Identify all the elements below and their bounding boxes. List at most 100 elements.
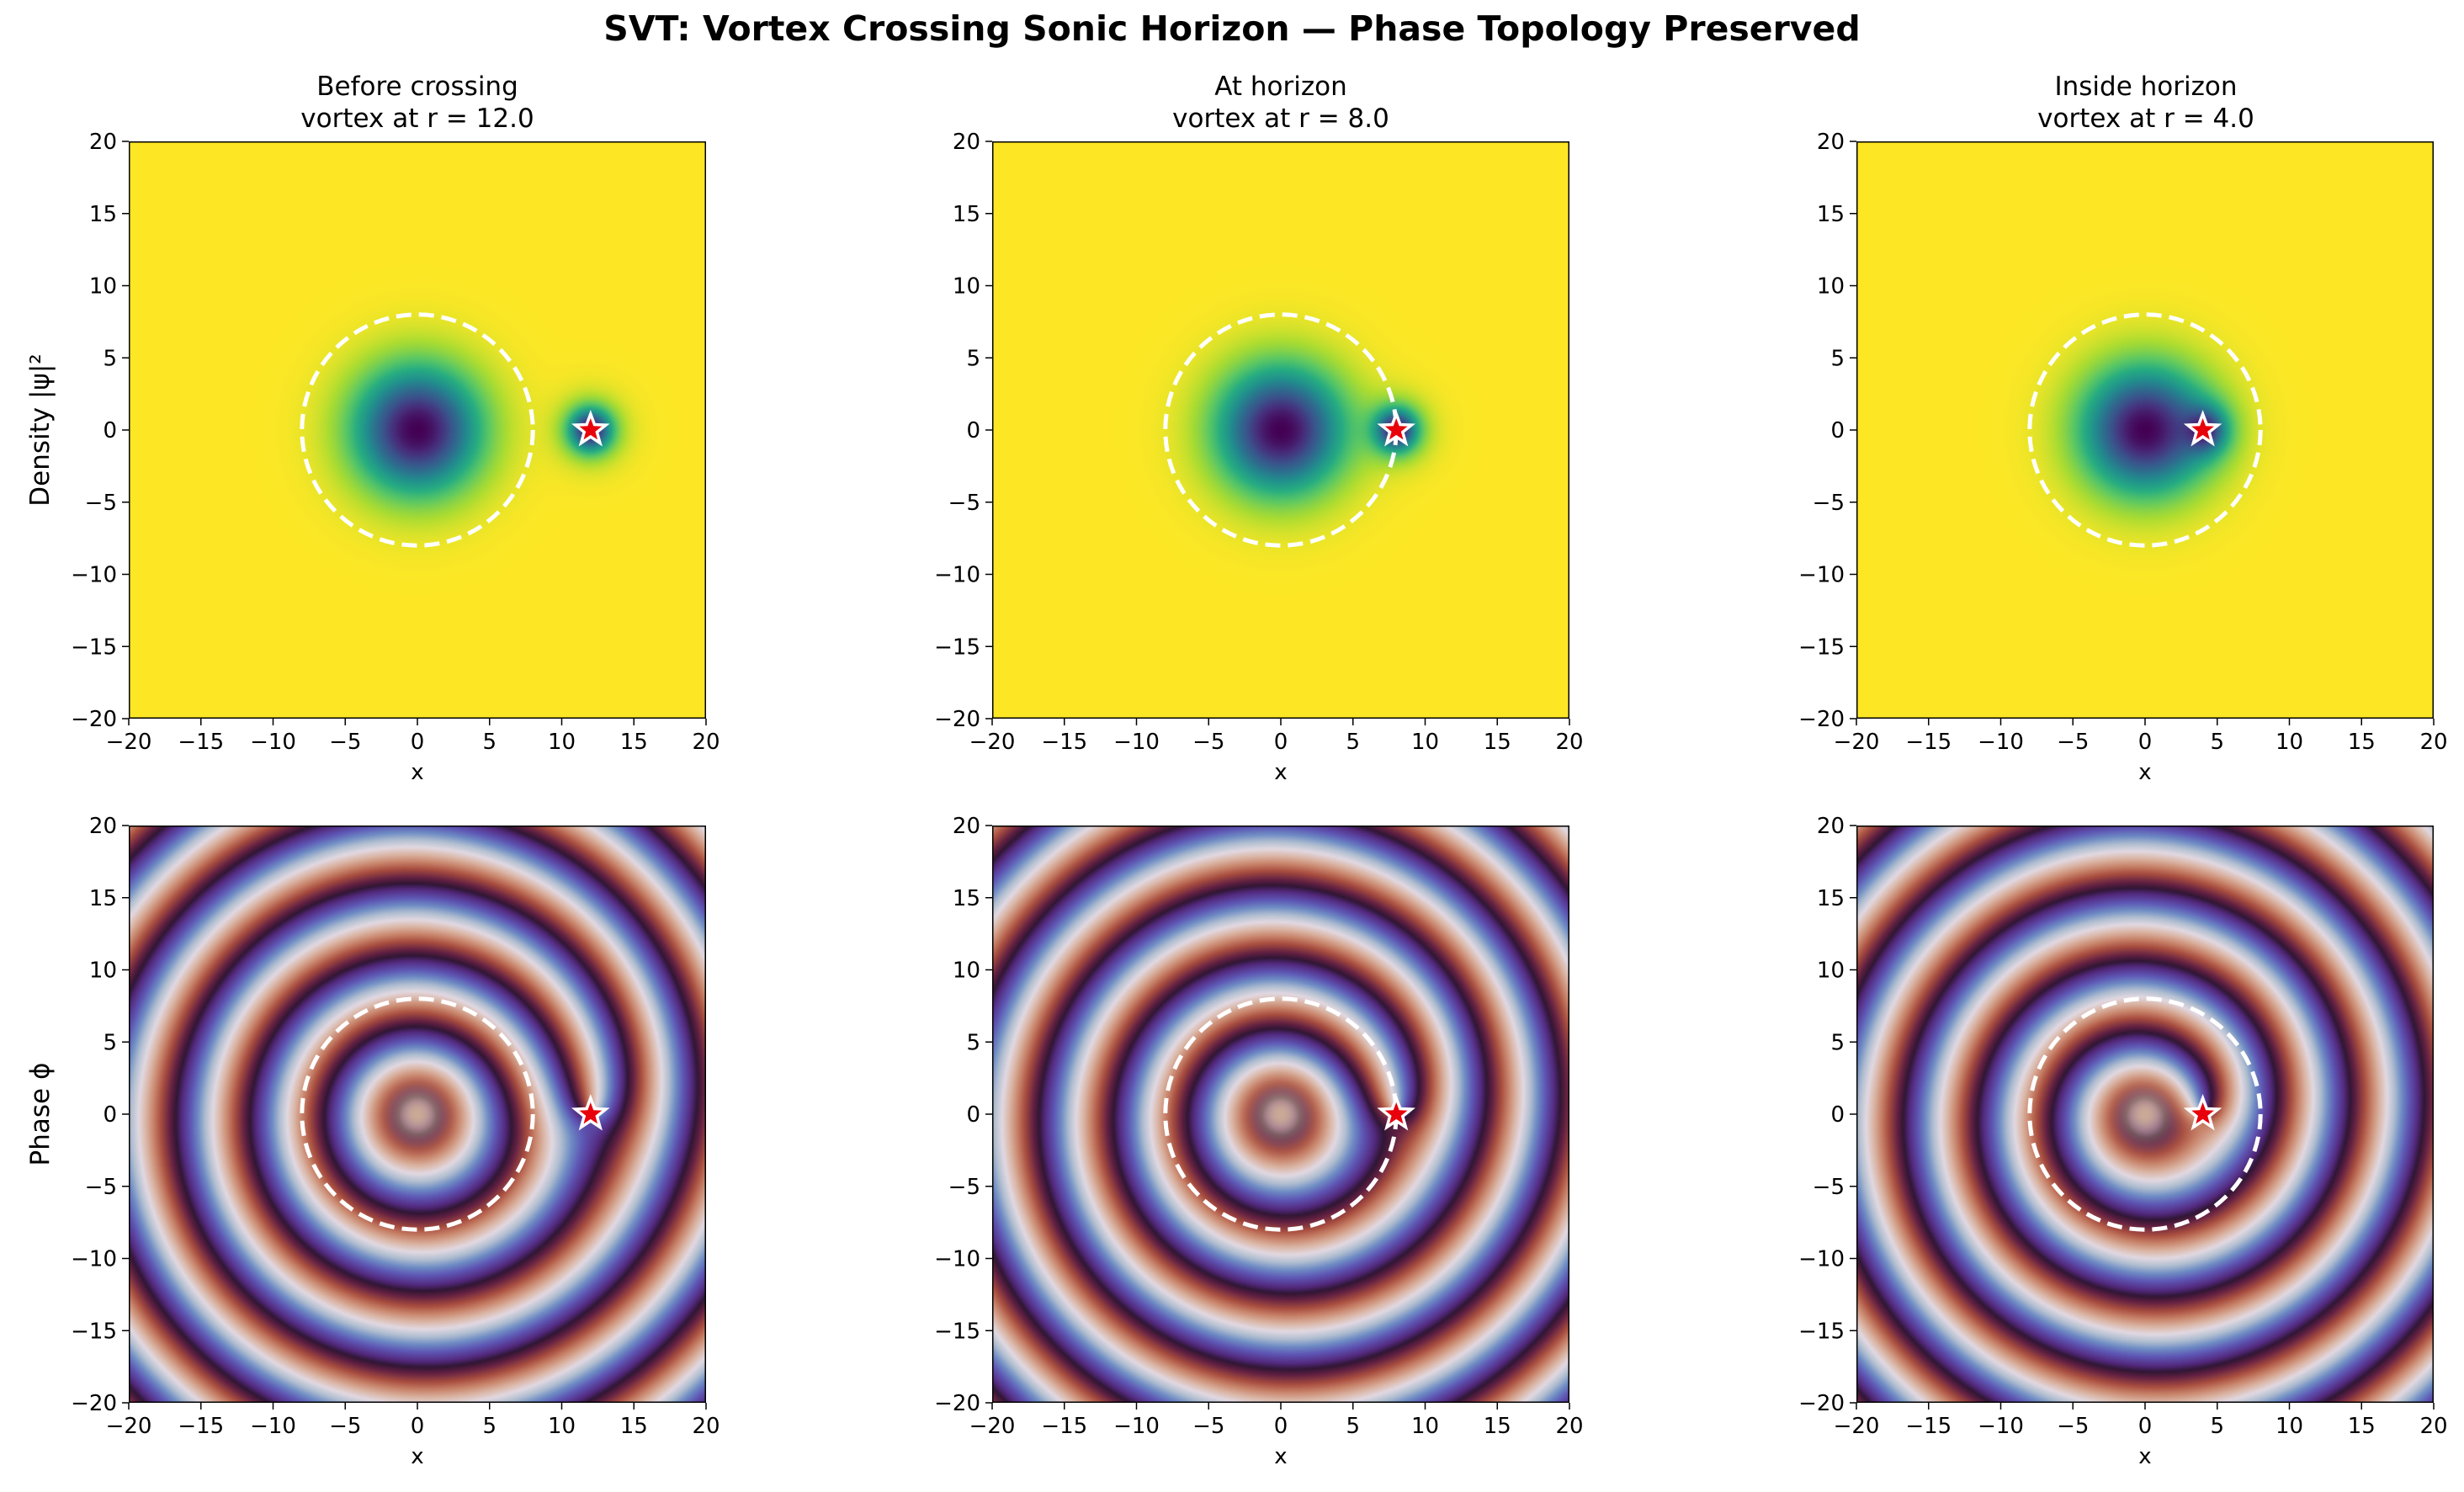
x-tick-label: 0 <box>2138 1414 2153 1439</box>
x-axis-label: x <box>2138 760 2151 785</box>
x-tick-label: −5 <box>2057 730 2089 755</box>
heatmap-image-density-before <box>129 141 706 719</box>
x-tick-label: −15 <box>1041 1414 1087 1439</box>
y-tick-label: 0 <box>103 418 117 443</box>
y-tick-label: −15 <box>1798 1319 1845 1344</box>
x-axis-label: x <box>411 1444 423 1469</box>
x-tick-label: 20 <box>1555 1414 1583 1439</box>
x-tick-label: −20 <box>106 730 152 755</box>
y-tick-label: −10 <box>934 563 980 588</box>
panel-title-before: Before crossing vortex at r = 12.0 <box>123 71 712 135</box>
panel-title-at: At horizon vortex at r = 8.0 <box>986 71 1575 135</box>
y-tick-label: 10 <box>89 958 117 984</box>
x-tick-label: 5 <box>2210 730 2224 755</box>
y-tick-label: 20 <box>89 814 117 839</box>
y-tick-label: 15 <box>953 202 980 227</box>
y-tick-label: 0 <box>103 1102 117 1128</box>
x-tick-label: 5 <box>482 730 497 755</box>
y-tick-label: 0 <box>1830 1102 1845 1128</box>
x-tick-label: 10 <box>548 1414 576 1439</box>
y-tick-label: −20 <box>71 707 117 732</box>
x-tick-label: −20 <box>969 1414 1016 1439</box>
y-tick-label: −20 <box>1798 1391 1845 1416</box>
x-tick-label: 20 <box>692 1414 720 1439</box>
x-tick-label: 15 <box>1484 730 1511 755</box>
x-tick-label: 15 <box>1484 1414 1511 1439</box>
y-tick-label: 15 <box>1817 202 1845 227</box>
x-tick-label: −5 <box>1192 1414 1224 1439</box>
vortex-marker <box>2183 410 2222 447</box>
x-tick-label: 15 <box>620 1414 648 1439</box>
y-tick-label: 20 <box>1817 130 1845 155</box>
y-tick-label: −15 <box>71 634 117 660</box>
x-tick-label: −10 <box>250 730 296 755</box>
x-axis-label: x <box>1274 1444 1287 1469</box>
y-tick-label: 20 <box>953 130 980 155</box>
panel-title-before-line2: vortex at r = 12.0 <box>300 104 534 134</box>
x-tick-label: −20 <box>969 730 1016 755</box>
horizon-circle <box>300 996 535 1232</box>
x-tick-label: 5 <box>1346 730 1360 755</box>
x-tick-label: −5 <box>329 730 361 755</box>
horizon-circle <box>2027 312 2263 548</box>
axes-frame <box>992 141 1569 719</box>
x-axis-label: x <box>2138 1444 2151 1469</box>
y-tick-label: −5 <box>85 491 117 516</box>
horizon-circle <box>2027 996 2263 1232</box>
y-tick-label: −20 <box>1798 707 1845 732</box>
y-tick-label: −15 <box>71 1319 117 1344</box>
x-axis-label: x <box>1274 760 1287 785</box>
x-tick-label: 0 <box>411 730 425 755</box>
panel-title-at-line2: vortex at r = 8.0 <box>1172 104 1389 134</box>
x-tick-label: 0 <box>1274 1414 1288 1439</box>
axes-frame <box>992 826 1569 1403</box>
x-tick-label: 10 <box>548 730 576 755</box>
overlay-density-before: −20 −15 −10 −5 0 5 10 15 20 −20 −15 −10 −5 0 5 10 15 20 x <box>71 130 720 785</box>
y-tick-label: 15 <box>89 202 117 227</box>
y-tick-label: 15 <box>953 886 980 911</box>
y-tick-label: 5 <box>966 346 980 371</box>
x-tick-label: −10 <box>1978 730 2024 755</box>
vortex-marker <box>571 1094 610 1131</box>
x-tick-label: −5 <box>2057 1414 2089 1439</box>
y-tick-label: −5 <box>1813 1175 1845 1200</box>
axes-phase-at: −20 −15 −10 −5 0 5 10 15 20 −20 −15 −10 −5 0 5 10 15 20 x <box>934 814 1583 1469</box>
axes-phase-before: −20 −15 −10 −5 0 5 10 15 20 −20 −15 −10 −5 0 5 10 15 20 x <box>71 814 720 1469</box>
vortex-marker <box>1377 1094 1416 1131</box>
vortex-marker <box>2183 1094 2222 1131</box>
vortex-marker <box>1377 410 1416 447</box>
horizon-circle <box>1163 996 1399 1232</box>
y-tick-label: −15 <box>1798 634 1845 660</box>
y-tick-label: −20 <box>934 707 980 732</box>
y-tick-label: −10 <box>71 563 117 588</box>
panel-title-before-line1: Before crossing <box>316 72 518 102</box>
y-tick-label: 0 <box>1830 418 1845 443</box>
x-tick-label: −15 <box>1905 1414 1952 1439</box>
overlay-density-inside: −20 −15 −10 −5 0 5 10 15 20 −20 −15 −10 −5 0 5 10 15 20 x <box>1798 130 2447 785</box>
y-tick-label: 0 <box>966 1102 980 1128</box>
y-tick-label: −20 <box>934 1391 980 1416</box>
axes-frame <box>129 141 706 719</box>
heatmap-image-phase-inside <box>1856 826 2434 1403</box>
x-tick-label: 10 <box>1411 1414 1439 1439</box>
x-tick-label: 0 <box>2138 730 2153 755</box>
x-tick-label: 5 <box>1346 1414 1360 1439</box>
y-tick-label: 5 <box>103 346 117 371</box>
x-tick-label: 15 <box>2348 730 2376 755</box>
x-tick-label: 20 <box>1555 730 1583 755</box>
x-tick-label: 20 <box>2419 1414 2447 1439</box>
y-tick-label: 20 <box>89 130 117 155</box>
x-tick-label: 10 <box>2275 730 2303 755</box>
y-tick-label: 20 <box>1817 814 1845 839</box>
horizon-circle <box>300 312 535 548</box>
y-tick-label: 15 <box>89 886 117 911</box>
y-tick-label: −5 <box>85 1175 117 1200</box>
axes-frame <box>1856 141 2434 719</box>
panel-title-inside-line2: vortex at r = 4.0 <box>2037 104 2254 134</box>
x-tick-label: −20 <box>106 1414 152 1439</box>
axes-density-at: −20 −15 −10 −5 0 5 10 15 20 −20 −15 −10 −5 0 5 10 15 20 x <box>934 130 1583 785</box>
y-tick-label: −5 <box>1813 491 1845 516</box>
row-label-phase: Phase ϕ <box>25 1062 56 1166</box>
x-tick-label: −5 <box>1192 730 1224 755</box>
y-tick-label: 10 <box>1817 958 1845 984</box>
